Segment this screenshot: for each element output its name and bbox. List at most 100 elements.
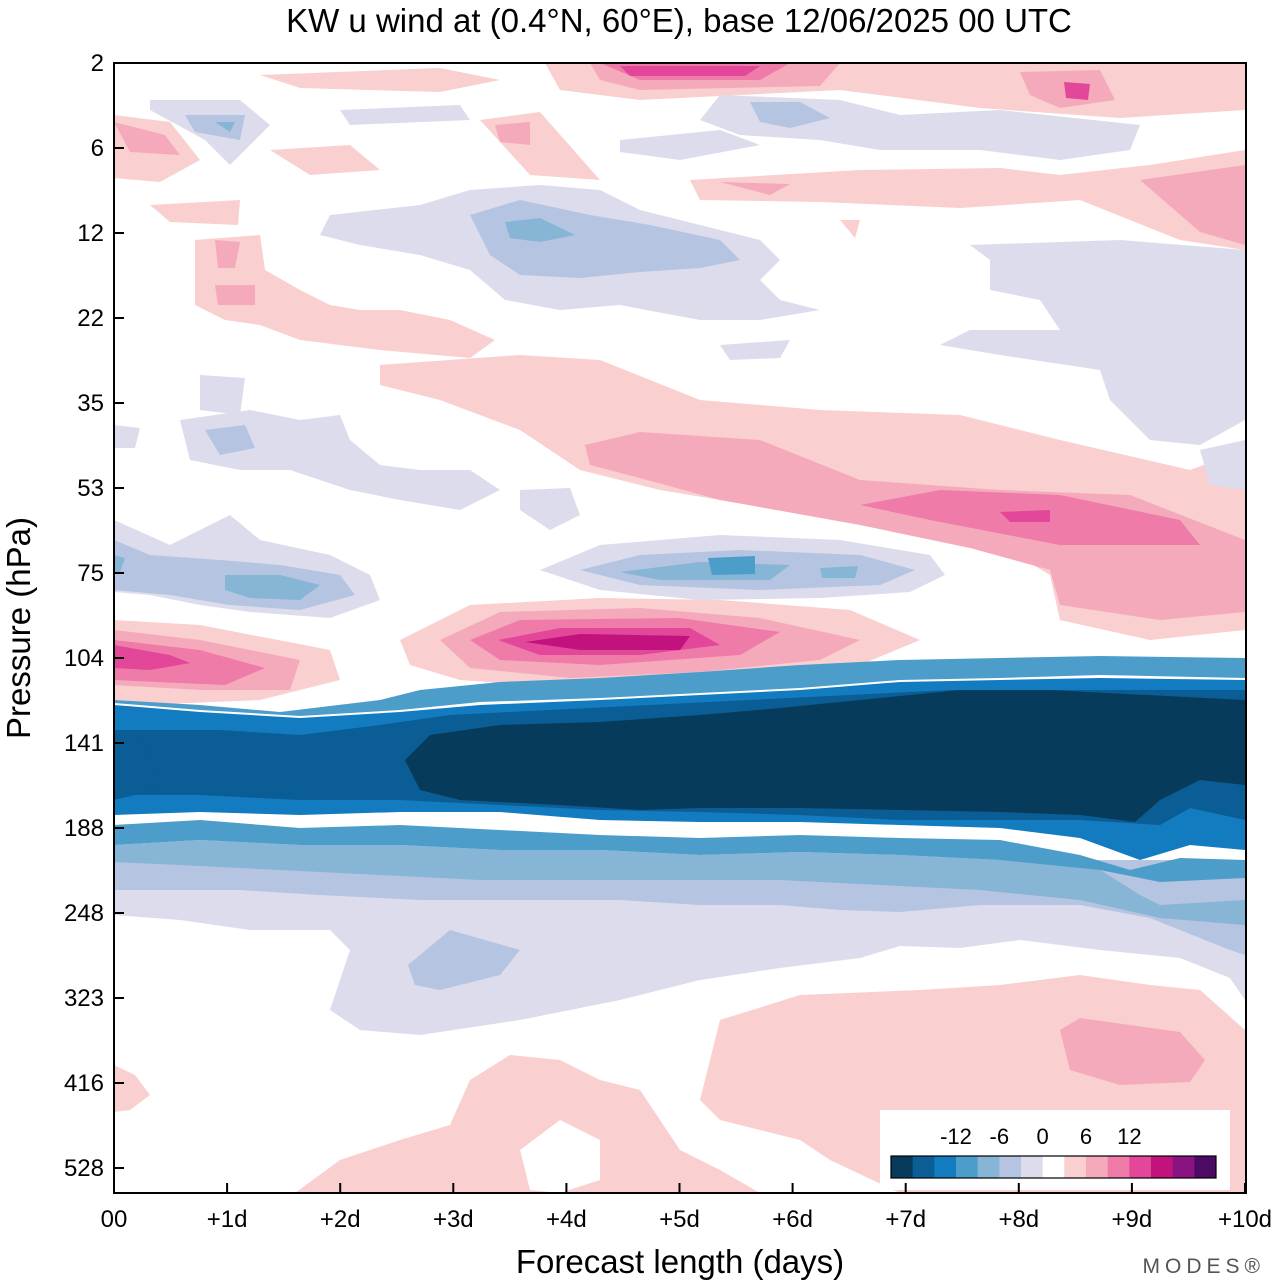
colorbar-tick-labels: -12 -6 0 6 12: [940, 1124, 1141, 1149]
colorbar-swatch: [1172, 1156, 1195, 1178]
y-tick-label: 6: [91, 135, 104, 162]
contour-blue-upper-2: [185, 115, 245, 140]
y-tick-label: 12: [77, 220, 104, 247]
y-axis: 2 6 12 22 35 53 75 104 141 188 248 323 416 528: [64, 50, 124, 1182]
contour-upper-pink-7: [1064, 82, 1090, 100]
y-axis-label: Pressure (hPa): [0, 517, 37, 739]
y-tick-label: 528: [64, 1155, 104, 1182]
colorbar-swatch: [1129, 1156, 1152, 1178]
x-tick-label: +7d: [885, 1206, 926, 1233]
contour-mid-pink-3: [690, 150, 1245, 250]
contour-blue-mid-7: [180, 410, 500, 510]
y-tick-label: 22: [77, 305, 104, 332]
colorbar-tick-label: -12: [940, 1124, 972, 1149]
contour-104-center-5: [525, 634, 690, 650]
colorbar-tick-label: 6: [1080, 1124, 1092, 1149]
contour-easterly-9: [114, 740, 155, 800]
x-tick-label: 00: [101, 1206, 128, 1233]
contour-104-left-4: [114, 645, 190, 670]
contour-easterly-3: [408, 930, 520, 990]
contour-easterly-4: [114, 840, 1245, 925]
contour-104-left-3: [114, 640, 265, 685]
y-tick-label: 248: [64, 900, 104, 927]
contour-pink-band-2: [585, 432, 1245, 620]
contour-blue-upper-6: [750, 102, 830, 128]
y-tick-label: 188: [64, 815, 104, 842]
colorbar-swatch: [1042, 1156, 1065, 1178]
contour-blue-mid-4: [940, 240, 1245, 445]
contour-surface-white-1: [520, 1120, 600, 1193]
y-tick-label: 53: [77, 475, 104, 502]
colorbar-swatch: [999, 1156, 1022, 1178]
contour-fills: [114, 63, 1245, 1193]
contour-blue-mid-5: [720, 340, 790, 360]
plot-area: [114, 63, 1246, 1193]
colorbar-swatch: [912, 1156, 935, 1178]
x-tick-label: +9d: [1112, 1206, 1153, 1233]
x-tick-label: +8d: [998, 1206, 1039, 1233]
contour-mid-pink-4: [720, 182, 790, 195]
colorbar-swatch: [1194, 1156, 1217, 1178]
contour-blue-75-left-4: [114, 555, 125, 572]
x-axis-label: Forecast length (days): [516, 1243, 844, 1280]
x-tick-label: +5d: [659, 1206, 700, 1233]
x-tick-label: +1d: [207, 1206, 248, 1233]
contour-blue-75-center-5: [820, 566, 858, 578]
x-axis: 00 +1d +2d +3d +4d +5d +6d +7d +8d +9d +10d: [101, 1183, 1272, 1233]
contour-easterly-10: [114, 656, 1245, 716]
contour-pink-column-3: [215, 285, 255, 305]
brand-logo: MODES®: [1143, 1255, 1265, 1278]
contour-upper-pink-1: [260, 68, 500, 92]
contour-blue-mid-6: [200, 375, 245, 415]
contour-surface-pink-4: [114, 1065, 150, 1112]
contour-surface-pink-3: [295, 1055, 760, 1193]
contour-pink-band-4: [1000, 510, 1050, 522]
contour-surface-pink-2: [1060, 1018, 1205, 1085]
y-tick-label: 104: [64, 645, 104, 672]
contour-upper-pink-5: [620, 66, 760, 76]
colorbar-tick-label: -6: [990, 1124, 1010, 1149]
y-tick-label: 75: [77, 560, 104, 587]
x-tick-label: +3d: [433, 1206, 474, 1233]
colorbar-swatch: [1107, 1156, 1130, 1178]
contour-easterly-5: [114, 820, 1245, 882]
colorbar-swatch: [956, 1156, 979, 1178]
colorbar: -12 -6 0 6 12: [880, 1110, 1230, 1190]
contour-blue-mid-8: [205, 425, 255, 455]
x-tick-label: +2d: [320, 1206, 361, 1233]
contour-blue-upper-7: [620, 130, 760, 160]
contour-easterly-8: [405, 690, 1245, 822]
contour-blue-upper-4: [340, 105, 470, 125]
contour-upper-pink-8: [1150, 78, 1212, 108]
y-tick-label: 323: [64, 985, 104, 1012]
contour-small-pink-a: [840, 220, 860, 238]
y-tick-label: 35: [77, 390, 104, 417]
chart-title: KW u wind at (0.4°N, 60°E), base 12/06/2…: [286, 2, 1072, 39]
colorbar-tick-label: 12: [1117, 1124, 1141, 1149]
contour-blue-mid-9: [114, 425, 140, 448]
colorbar-swatches: [891, 1156, 1217, 1178]
colorbar-swatch: [1086, 1156, 1109, 1178]
colorbar-swatch: [1064, 1156, 1087, 1178]
y-tick-label: 2: [91, 50, 104, 77]
colorbar-frame: [890, 1155, 1217, 1179]
colorbar-tick-label: 0: [1037, 1124, 1049, 1149]
contour-blue-upper-3: [215, 122, 235, 132]
x-tick-label: +4d: [546, 1206, 587, 1233]
x-tick-label: +6d: [772, 1206, 813, 1233]
x-tick-label: +10d: [1218, 1206, 1272, 1233]
contour-easterly-1: [114, 870, 1245, 1035]
y-tick-label: 141: [64, 730, 104, 757]
colorbar-swatch: [891, 1156, 914, 1178]
y-tick-label: 416: [64, 1070, 104, 1097]
colorbar-swatch: [1021, 1156, 1044, 1178]
colorbar-swatch: [1151, 1156, 1174, 1178]
contour-left-pink-3: [270, 145, 380, 175]
contour-pink-column: [195, 235, 495, 358]
colorbar-swatch: [934, 1156, 957, 1178]
contour-blue-75-center-4: [708, 556, 755, 575]
contour-blue-mid-3: [505, 218, 575, 242]
contour-left-pink-4: [150, 200, 240, 225]
contour-blue-mid-10: [520, 488, 580, 530]
